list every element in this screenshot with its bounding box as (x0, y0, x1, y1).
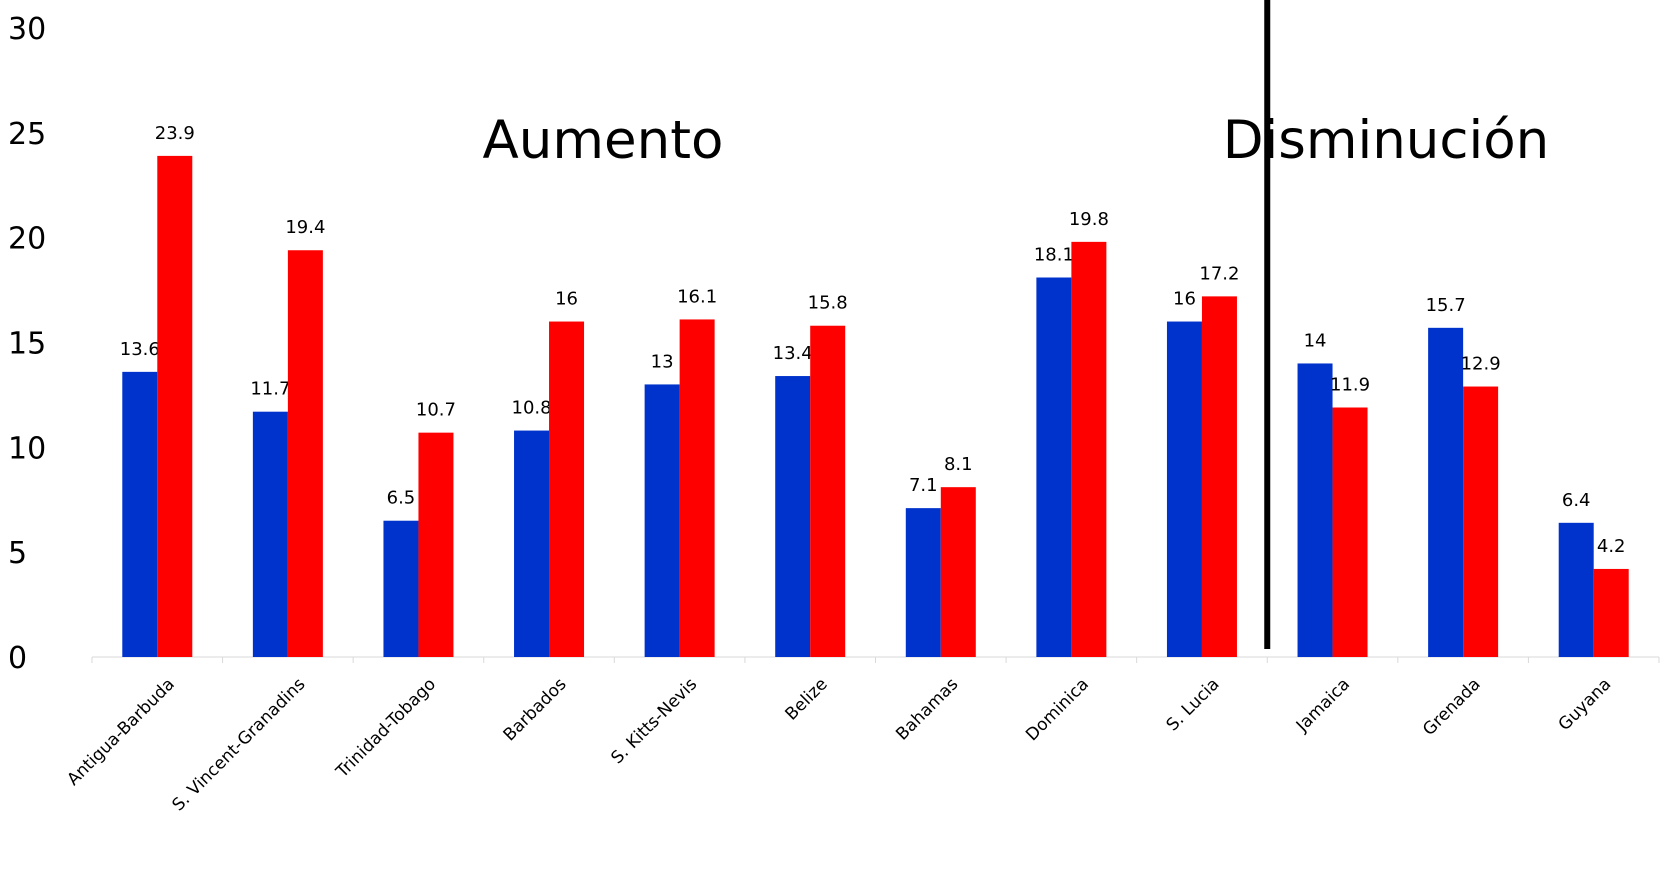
data-label: 23.9 (155, 123, 195, 144)
y-tick-label: 5 (8, 536, 27, 571)
bar-series-1 (514, 430, 550, 657)
data-label: 10.7 (416, 400, 456, 421)
bar-series-2 (418, 432, 454, 657)
data-label: 6.4 (1562, 490, 1591, 511)
x-tick-label: Antigua-Barbuda (63, 674, 178, 789)
data-label: 13.6 (120, 339, 160, 360)
x-tick-label: Grenada (1419, 674, 1485, 740)
data-label: 18.1 (1034, 245, 1074, 266)
bar-series-1 (1297, 363, 1333, 657)
data-label: 13.4 (773, 343, 813, 364)
bar-series-1 (1036, 277, 1072, 657)
bar-series-1 (1558, 522, 1594, 657)
x-tick-label: Jamaica (1292, 674, 1354, 736)
data-label: 16.1 (677, 286, 717, 307)
bar-series-1 (252, 411, 288, 657)
bar-series-2 (287, 250, 323, 657)
data-label: 10.8 (512, 398, 552, 419)
bar-series-1 (1166, 321, 1202, 657)
data-label: 15.8 (808, 293, 848, 314)
x-tick-label: Bahamas (892, 674, 962, 744)
y-tick-label: 30 (8, 12, 46, 47)
data-label: 4.2 (1597, 536, 1626, 557)
bar-series-1 (122, 371, 158, 657)
bar-series-1 (905, 508, 941, 657)
data-label: 13 (651, 351, 674, 372)
data-label: 19.4 (285, 217, 325, 238)
bar-series-2 (679, 319, 715, 657)
annotation-right: Disminución (1223, 110, 1550, 171)
data-label: 11.7 (250, 379, 290, 400)
data-label: 17.2 (1199, 263, 1239, 284)
x-tick-label: S. Vincent-Granadins (168, 674, 309, 815)
annotation-left: Aumento (483, 110, 724, 171)
x-tick-label: S. Lucia (1163, 674, 1224, 735)
y-tick-label: 0 (8, 641, 27, 676)
bar-series-1 (775, 376, 811, 657)
x-tick-label: Trinidad-Tobago (332, 674, 440, 782)
bar-series-2 (1071, 241, 1107, 658)
data-label: 16 (555, 289, 578, 310)
data-label: 15.7 (1426, 295, 1466, 316)
bar-series-1 (644, 384, 680, 657)
data-label: 14 (1304, 330, 1327, 351)
bar-series-2 (810, 325, 846, 657)
data-label: 8.1 (944, 454, 973, 475)
bar-series-2 (1332, 407, 1368, 657)
y-tick-label: 15 (8, 327, 46, 362)
bar-series-2 (1463, 386, 1499, 657)
data-label: 12.9 (1461, 354, 1501, 375)
bar-series-2 (940, 487, 976, 657)
bar-series-1 (1428, 327, 1464, 657)
y-tick-label: 25 (8, 117, 46, 152)
bar-series-2 (1201, 296, 1237, 657)
data-label: 7.1 (909, 475, 938, 496)
x-tick-label: Guyana (1555, 674, 1616, 735)
x-tick-label: Dominica (1022, 674, 1093, 745)
data-label: 16 (1173, 289, 1196, 310)
x-tick-label: Belize (782, 674, 832, 724)
data-label: 19.8 (1069, 209, 1109, 230)
bar-series-2 (157, 155, 193, 657)
y-tick-label: 10 (8, 431, 46, 466)
data-label: 11.9 (1330, 374, 1370, 395)
y-tick-label: 20 (8, 222, 46, 257)
x-tick-label: S. Kitts-Nevis (607, 674, 701, 768)
bar-series-2 (1593, 568, 1629, 657)
x-tick-label: Barbados (500, 674, 571, 745)
data-label: 6.5 (387, 488, 416, 509)
bar-series-2 (549, 321, 585, 657)
bar-series-1 (383, 520, 419, 657)
